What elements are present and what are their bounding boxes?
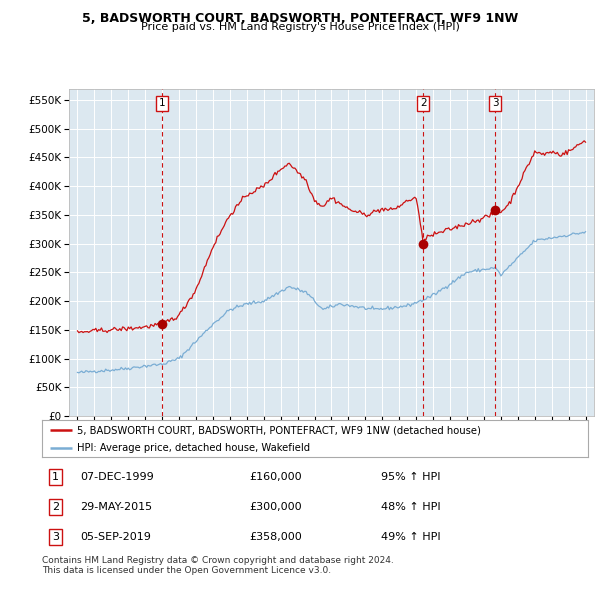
Text: Price paid vs. HM Land Registry's House Price Index (HPI): Price paid vs. HM Land Registry's House …: [140, 22, 460, 32]
Text: £160,000: £160,000: [250, 471, 302, 481]
Text: 5, BADSWORTH COURT, BADSWORTH, PONTEFRACT, WF9 1NW: 5, BADSWORTH COURT, BADSWORTH, PONTEFRAC…: [82, 12, 518, 25]
Text: Contains HM Land Registry data © Crown copyright and database right 2024.
This d: Contains HM Land Registry data © Crown c…: [42, 556, 394, 575]
Text: £300,000: £300,000: [250, 502, 302, 512]
Text: 95% ↑ HPI: 95% ↑ HPI: [380, 471, 440, 481]
Text: 48% ↑ HPI: 48% ↑ HPI: [380, 502, 440, 512]
Text: 1: 1: [159, 99, 166, 108]
Text: 3: 3: [52, 532, 59, 542]
Text: 05-SEP-2019: 05-SEP-2019: [80, 532, 151, 542]
Text: 3: 3: [492, 99, 499, 108]
Text: 2: 2: [420, 99, 427, 108]
Text: 2: 2: [52, 502, 59, 512]
Text: 29-MAY-2015: 29-MAY-2015: [80, 502, 152, 512]
Text: 07-DEC-1999: 07-DEC-1999: [80, 471, 154, 481]
Text: HPI: Average price, detached house, Wakefield: HPI: Average price, detached house, Wake…: [77, 443, 311, 453]
Text: £358,000: £358,000: [250, 532, 302, 542]
Text: 49% ↑ HPI: 49% ↑ HPI: [380, 532, 440, 542]
Text: 1: 1: [52, 471, 59, 481]
Text: 5, BADSWORTH COURT, BADSWORTH, PONTEFRACT, WF9 1NW (detached house): 5, BADSWORTH COURT, BADSWORTH, PONTEFRAC…: [77, 425, 481, 435]
